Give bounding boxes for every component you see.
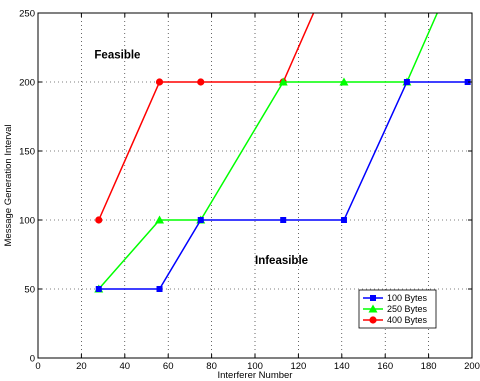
x-tick-label: 140 [334,361,350,372]
data-point-100-bytes [95,286,102,292]
y-tick-label: 250 [19,9,35,20]
series-400-bytes [95,13,315,224]
x-tick-label: 200 [464,361,480,372]
legend-marker-400-bytes [369,316,377,324]
y-tick-label: 150 [19,147,35,158]
data-point-400-bytes [197,78,205,86]
annotation-feasible: Feasible [94,50,140,62]
y-tick-label: 200 [19,78,35,89]
y-axis-title: Message Generation Interval [3,125,14,247]
x-axis-title: Interferer Number [218,370,293,381]
legend-label-100-bytes: 100 Bytes [387,293,428,303]
legend-label-250-bytes: 250 Bytes [387,304,428,314]
data-point-100-bytes [197,217,204,223]
data-point-100-bytes [280,217,287,223]
y-tick-label: 100 [19,216,35,227]
data-point-400-bytes [95,216,103,224]
ticks: 0 20 40 60 80 100 120 140 160 180 200 0 50 100 150 200 2… [19,9,480,373]
data-point-100-bytes [464,79,471,85]
x-tick-label: 180 [421,361,437,372]
y-tick-label: 50 [24,285,35,296]
data-point-250-bytes [339,77,349,86]
x-tick-label: 80 [206,361,217,372]
series-layer [94,13,471,293]
x-tick-label: 60 [163,361,174,372]
data-point-100-bytes [403,79,410,85]
x-tick-label: 160 [377,361,393,372]
data-point-250-bytes [155,215,165,224]
data-point-400-bytes [155,78,164,86]
legend-label-400-bytes: 400 Bytes [387,315,428,325]
data-point-250-bytes [278,77,288,86]
series-100-bytes [95,79,471,292]
y-tick-label: 0 [30,354,35,365]
legend-marker-250-bytes [368,304,378,313]
x-tick-label: 40 [120,361,131,372]
data-point-100-bytes [156,286,163,292]
legend-marker-100-bytes [370,295,376,301]
series-line-400-bytes [98,13,315,221]
data-point-100-bytes [340,217,347,223]
x-tick-label: 20 [76,361,87,372]
x-tick-label: 100 [247,361,263,372]
series-250-bytes [94,13,438,293]
annotation-infeasible: Infeasible [255,255,308,267]
annotations: Feasible Infeasible [94,50,308,268]
x-tick-label: 120 [290,361,306,372]
x-tick-label: 0 [35,361,40,372]
